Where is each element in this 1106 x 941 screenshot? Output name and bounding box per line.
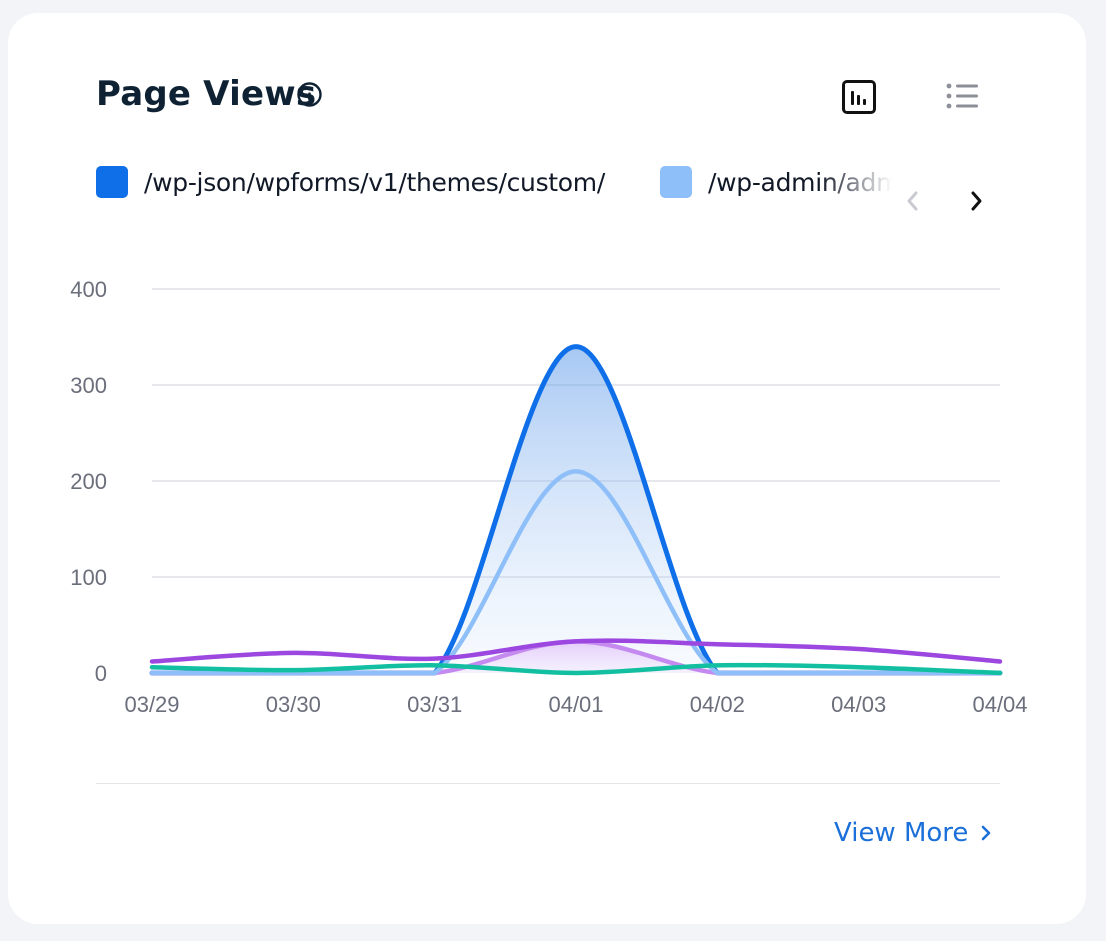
footer-divider (96, 783, 1000, 784)
series-line[interactable] (149, 469, 1003, 676)
legend-item[interactable]: /wp-json/wpforms/v1/themes/custom/ (96, 160, 605, 204)
list-icon (946, 83, 978, 109)
series-area (152, 641, 1000, 673)
x-tick-label: 04/04 (972, 692, 1027, 717)
x-tick-label: 04/02 (690, 692, 745, 717)
y-tick-label: 300 (70, 373, 107, 398)
chevron-left-icon[interactable] (898, 186, 928, 216)
page-title: Page Views (96, 74, 317, 114)
y-tick-label: 400 (70, 277, 107, 302)
view-more-label: View More (834, 818, 969, 848)
series-line[interactable] (149, 662, 1003, 676)
info-icon[interactable] (296, 81, 323, 108)
view-more-link[interactable]: View More (834, 818, 992, 848)
legend-swatch (660, 166, 692, 198)
page-views-chart: 0 100 200 300 400 03/29 03/30 03/31 04/01 04/02 04… (70, 277, 1027, 717)
y-tick-label: 0 (95, 661, 107, 686)
legend-label: /wp-json/wpforms/v1/themes/custom/ (144, 167, 605, 197)
x-tick-label: 04/01 (548, 692, 603, 717)
legend-swatch (96, 166, 128, 198)
x-tick-label: 03/31 (407, 692, 462, 717)
bar-chart-view-button[interactable] (842, 80, 876, 114)
legend-fade (820, 160, 900, 204)
list-view-button[interactable] (944, 82, 980, 112)
chevron-right-icon[interactable] (962, 186, 992, 216)
y-tick-label: 200 (70, 469, 107, 494)
y-tick-label: 100 (70, 565, 107, 590)
x-tick-label: 03/29 (124, 692, 179, 717)
x-tick-label: 03/30 (266, 692, 321, 717)
bar-chart-icon (851, 91, 854, 105)
series-line[interactable] (149, 638, 1003, 664)
x-tick-label: 04/03 (831, 692, 886, 717)
series-area (152, 346, 1000, 673)
legend: /wp-json/wpforms/v1/themes/custom/ /wp-a… (96, 160, 896, 204)
chevron-right-icon (982, 825, 991, 841)
